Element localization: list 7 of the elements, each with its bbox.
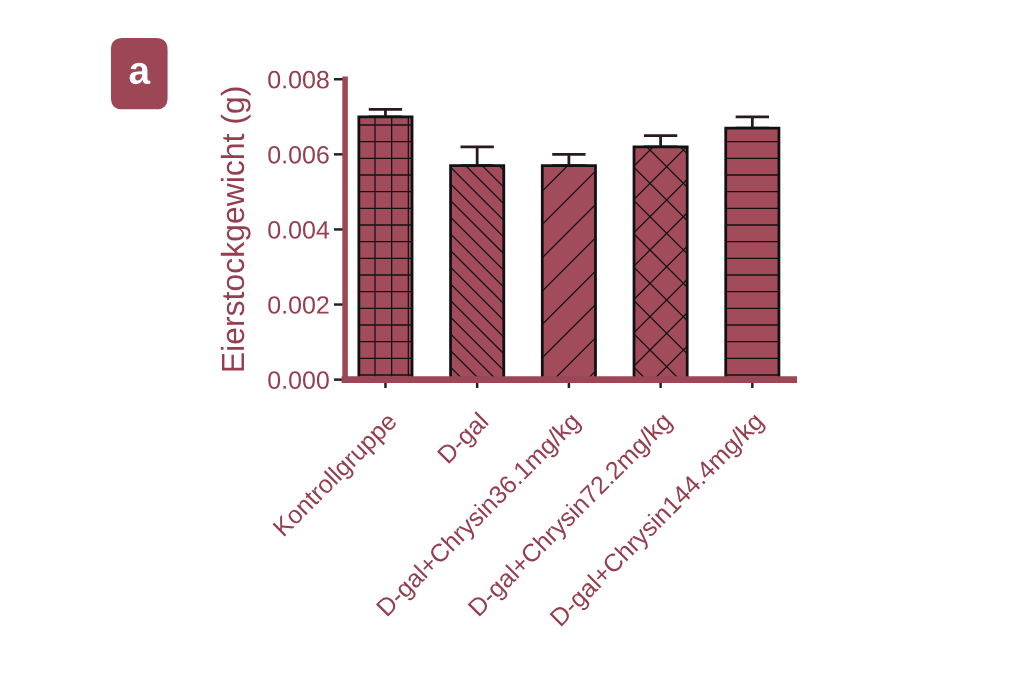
y-tick-label: 0.004 <box>268 221 330 239</box>
y-tick-label: 0.000 <box>268 371 329 389</box>
y-axis-title: Eierstockgewicht (g) <box>220 87 251 371</box>
text: a <box>129 62 151 85</box>
y-tick-label: 0.006 <box>268 145 329 164</box>
y-tick-label: 0.002 <box>268 296 329 314</box>
y-tick-label: 0.008 <box>268 70 329 89</box>
